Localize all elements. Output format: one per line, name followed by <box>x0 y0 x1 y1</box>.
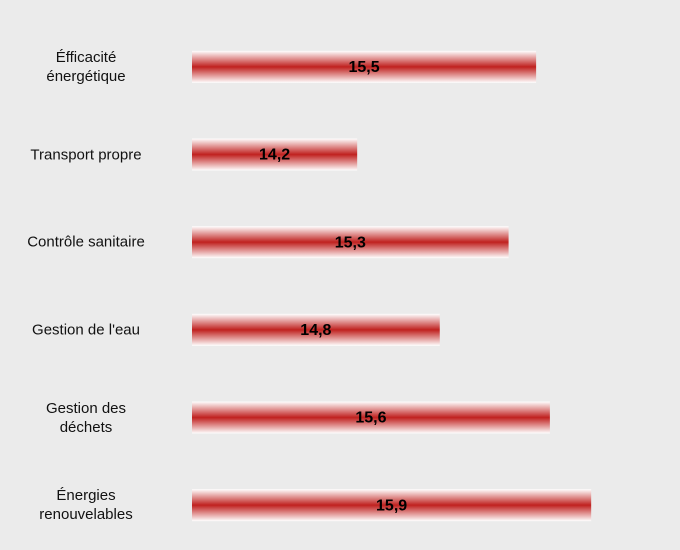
bar <box>192 313 440 346</box>
category-label: Énergies renouvelables <box>39 487 133 524</box>
value-label: 15,9 <box>376 497 407 514</box>
value-label: 14,2 <box>259 147 290 164</box>
category-label: Transport propre <box>30 146 142 163</box>
category-label: Gestion de l'eau <box>32 321 140 339</box>
value-label: 14,8 <box>300 322 331 339</box>
value-label: 15,3 <box>335 234 366 251</box>
bar <box>192 226 509 259</box>
bar <box>192 50 537 83</box>
bar <box>192 138 358 171</box>
bar <box>192 489 592 522</box>
category-label: Éfficacité énergétique <box>46 48 126 85</box>
bar <box>192 401 550 434</box>
value-label: 15,5 <box>348 59 379 76</box>
category-label: Contrôle sanitaire <box>27 233 145 251</box>
category-label: Gestion des déchets <box>45 399 127 436</box>
value-label: 15,6 <box>355 410 386 427</box>
